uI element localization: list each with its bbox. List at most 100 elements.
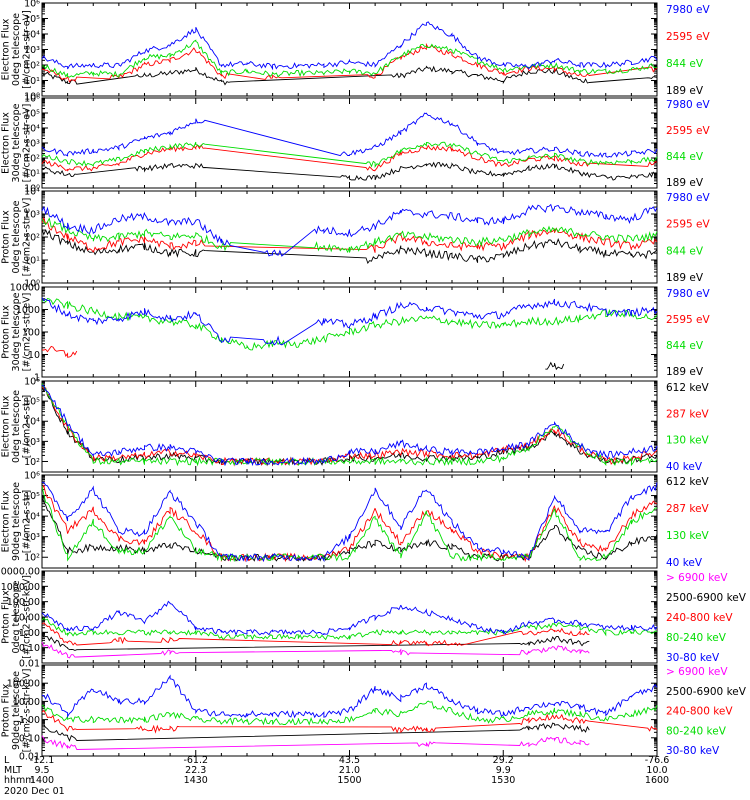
y-axis-label: MEPEDElectron Flux90deg telescope[#/cm2-…	[0, 482, 33, 561]
y-axis-label-line: [#/cm2-s-str]	[22, 395, 33, 458]
series-2595-ev	[41, 42, 658, 83]
legend-entry: 7980 eV	[666, 192, 711, 204]
series-844-ev	[41, 217, 658, 254]
y-tick-label: 1000	[16, 305, 40, 316]
y-axis-label-line: MEPED	[0, 600, 1, 633]
y-tick-label: 0.01	[19, 659, 40, 670]
series-130-kev	[41, 383, 658, 467]
footer-lval: 43.5	[339, 755, 360, 766]
legend-entry: 40 keV	[666, 557, 703, 569]
legend-entry: > 6900 keV	[666, 572, 728, 584]
series-line	[41, 633, 590, 651]
series-189-ev	[545, 361, 565, 371]
series-7980-ev	[41, 21, 658, 71]
y-tick-label: 0.10	[19, 733, 40, 744]
y-tick-label: 10⁵	[24, 397, 40, 408]
series-30-80-kev	[41, 600, 658, 636]
series-line	[42, 345, 78, 358]
y-tick-label: 10²	[24, 61, 40, 72]
y-tick-label: 1	[34, 373, 40, 384]
y-tick-label: 0.01	[19, 752, 40, 763]
series-line	[41, 617, 658, 641]
y-tick-label: 10.00	[13, 697, 40, 708]
y-tick-label: 10⁶	[24, 377, 40, 388]
series-line	[41, 297, 658, 346]
series-189-ev	[41, 65, 658, 86]
y-axis-label-line: Proton Flux	[1, 590, 12, 644]
legend-entry: 2500-6900 keV	[666, 686, 747, 698]
series-line	[41, 498, 658, 562]
legend-entry: 30-80 keV	[666, 652, 720, 664]
y-axis-label-line: [#/cm2-s-str-eV]	[22, 10, 33, 89]
footer-row-label: hhmm	[4, 775, 35, 786]
y-tick-label: 10¹	[24, 76, 40, 87]
legend-entry: 2500-6900 keV	[666, 592, 747, 604]
footer-lval: -12.1	[30, 755, 55, 766]
y-tick-label: 100.00	[7, 679, 40, 690]
y-axis-label-line: [#/cm2-s-str-keV]	[22, 669, 33, 753]
y-axis-label-line: [#/cm2-s-str-eV]	[22, 198, 33, 277]
legend-entry: 612 keV	[666, 382, 710, 394]
series-line	[41, 383, 658, 467]
y-axis-label-line: Proton Flux	[1, 683, 12, 737]
series-line	[41, 203, 658, 257]
y-tick-label: 10¹	[24, 256, 40, 267]
series-30-80-kev	[41, 674, 658, 719]
series-line	[41, 384, 658, 467]
series-2595-ev	[42, 345, 78, 358]
panel-6: 10²10³10⁴10⁵10⁶MEPEDElectron Flux90deg t…	[0, 471, 710, 570]
series-line	[41, 735, 590, 750]
y-axis-label-line: [#/cm2-s-str-eV]	[22, 293, 33, 372]
series-line	[41, 112, 658, 158]
y-axis-label: Proton Flux30deg telescope[#/cm2-s-str-e…	[1, 292, 33, 371]
y-axis-label-line: 0deg telescope	[11, 200, 22, 273]
panel-5: 10² 10³ 10⁴ 10⁵ 10⁶ MEPEDElectron Flux0deg te…	[0, 377, 710, 474]
y-axis-label-line: MEPED	[0, 694, 1, 727]
legend-entry: 7980 eV	[666, 288, 711, 300]
footer-hhmm: 1600	[645, 775, 669, 786]
legend-entry: 80-240 keV	[666, 725, 727, 737]
y-axis-label-line: 90deg telescope	[11, 671, 22, 750]
legend-entry: 30-80 keV	[666, 745, 720, 757]
panel-3: 10⁰10¹10²10³10⁴TEDProton Flux0deg telesc…	[0, 187, 711, 290]
legend-entry: > 6900 keV	[666, 666, 728, 678]
y-tick-label: 10⁰	[24, 184, 40, 195]
y-tick-label: 10⁶	[24, 0, 40, 10]
y-axis-label-line: [#/cm2-s-str-eV]	[22, 104, 33, 183]
y-tick-label: 100.00	[7, 597, 40, 608]
series-7980-ev	[41, 203, 658, 257]
series-189-ev	[41, 161, 658, 181]
legend-entry: 844 eV	[666, 58, 704, 70]
legend-entry: 287 keV	[666, 503, 710, 515]
y-axis-label-line: TED	[0, 133, 1, 153]
panel-frame	[41, 97, 658, 189]
footer-mlt: 10.0	[646, 765, 667, 776]
series-line	[41, 600, 658, 636]
y-axis-label-line: Electron Flux	[1, 395, 12, 457]
panel-frame	[41, 664, 658, 757]
legend-entry: 40 keV	[666, 461, 703, 473]
y-axis-label-line: Proton Flux	[1, 305, 12, 359]
series-287-kev	[41, 484, 658, 563]
legend-entry: 2595 eV	[666, 314, 711, 326]
panel-frame	[41, 2, 658, 97]
legend-entry: 612 keV	[666, 476, 710, 488]
series-612-kev	[41, 498, 658, 562]
series-line	[41, 216, 658, 253]
series-line	[41, 641, 590, 659]
panel-1: 10⁰10¹10²10³10⁴10⁵10⁶TEDElectron Flux0de…	[0, 0, 711, 103]
y-tick-label: 10⁴	[24, 124, 40, 135]
series-2500-6900-kev	[41, 633, 590, 651]
series--6900-kev	[41, 641, 590, 659]
y-tick-label: 10³	[24, 437, 40, 448]
series-line	[41, 141, 658, 168]
series-line	[41, 622, 590, 647]
footer-hhmm: 1400	[30, 775, 54, 786]
y-axis-label-line: Electron Flux	[1, 490, 12, 552]
y-tick-label: 0.10	[19, 643, 40, 654]
footer-mlt: 22.3	[185, 765, 206, 776]
series-844-ev	[41, 39, 657, 78]
y-tick-label: 10	[28, 350, 40, 361]
legend-entry: 130 keV	[666, 530, 710, 542]
